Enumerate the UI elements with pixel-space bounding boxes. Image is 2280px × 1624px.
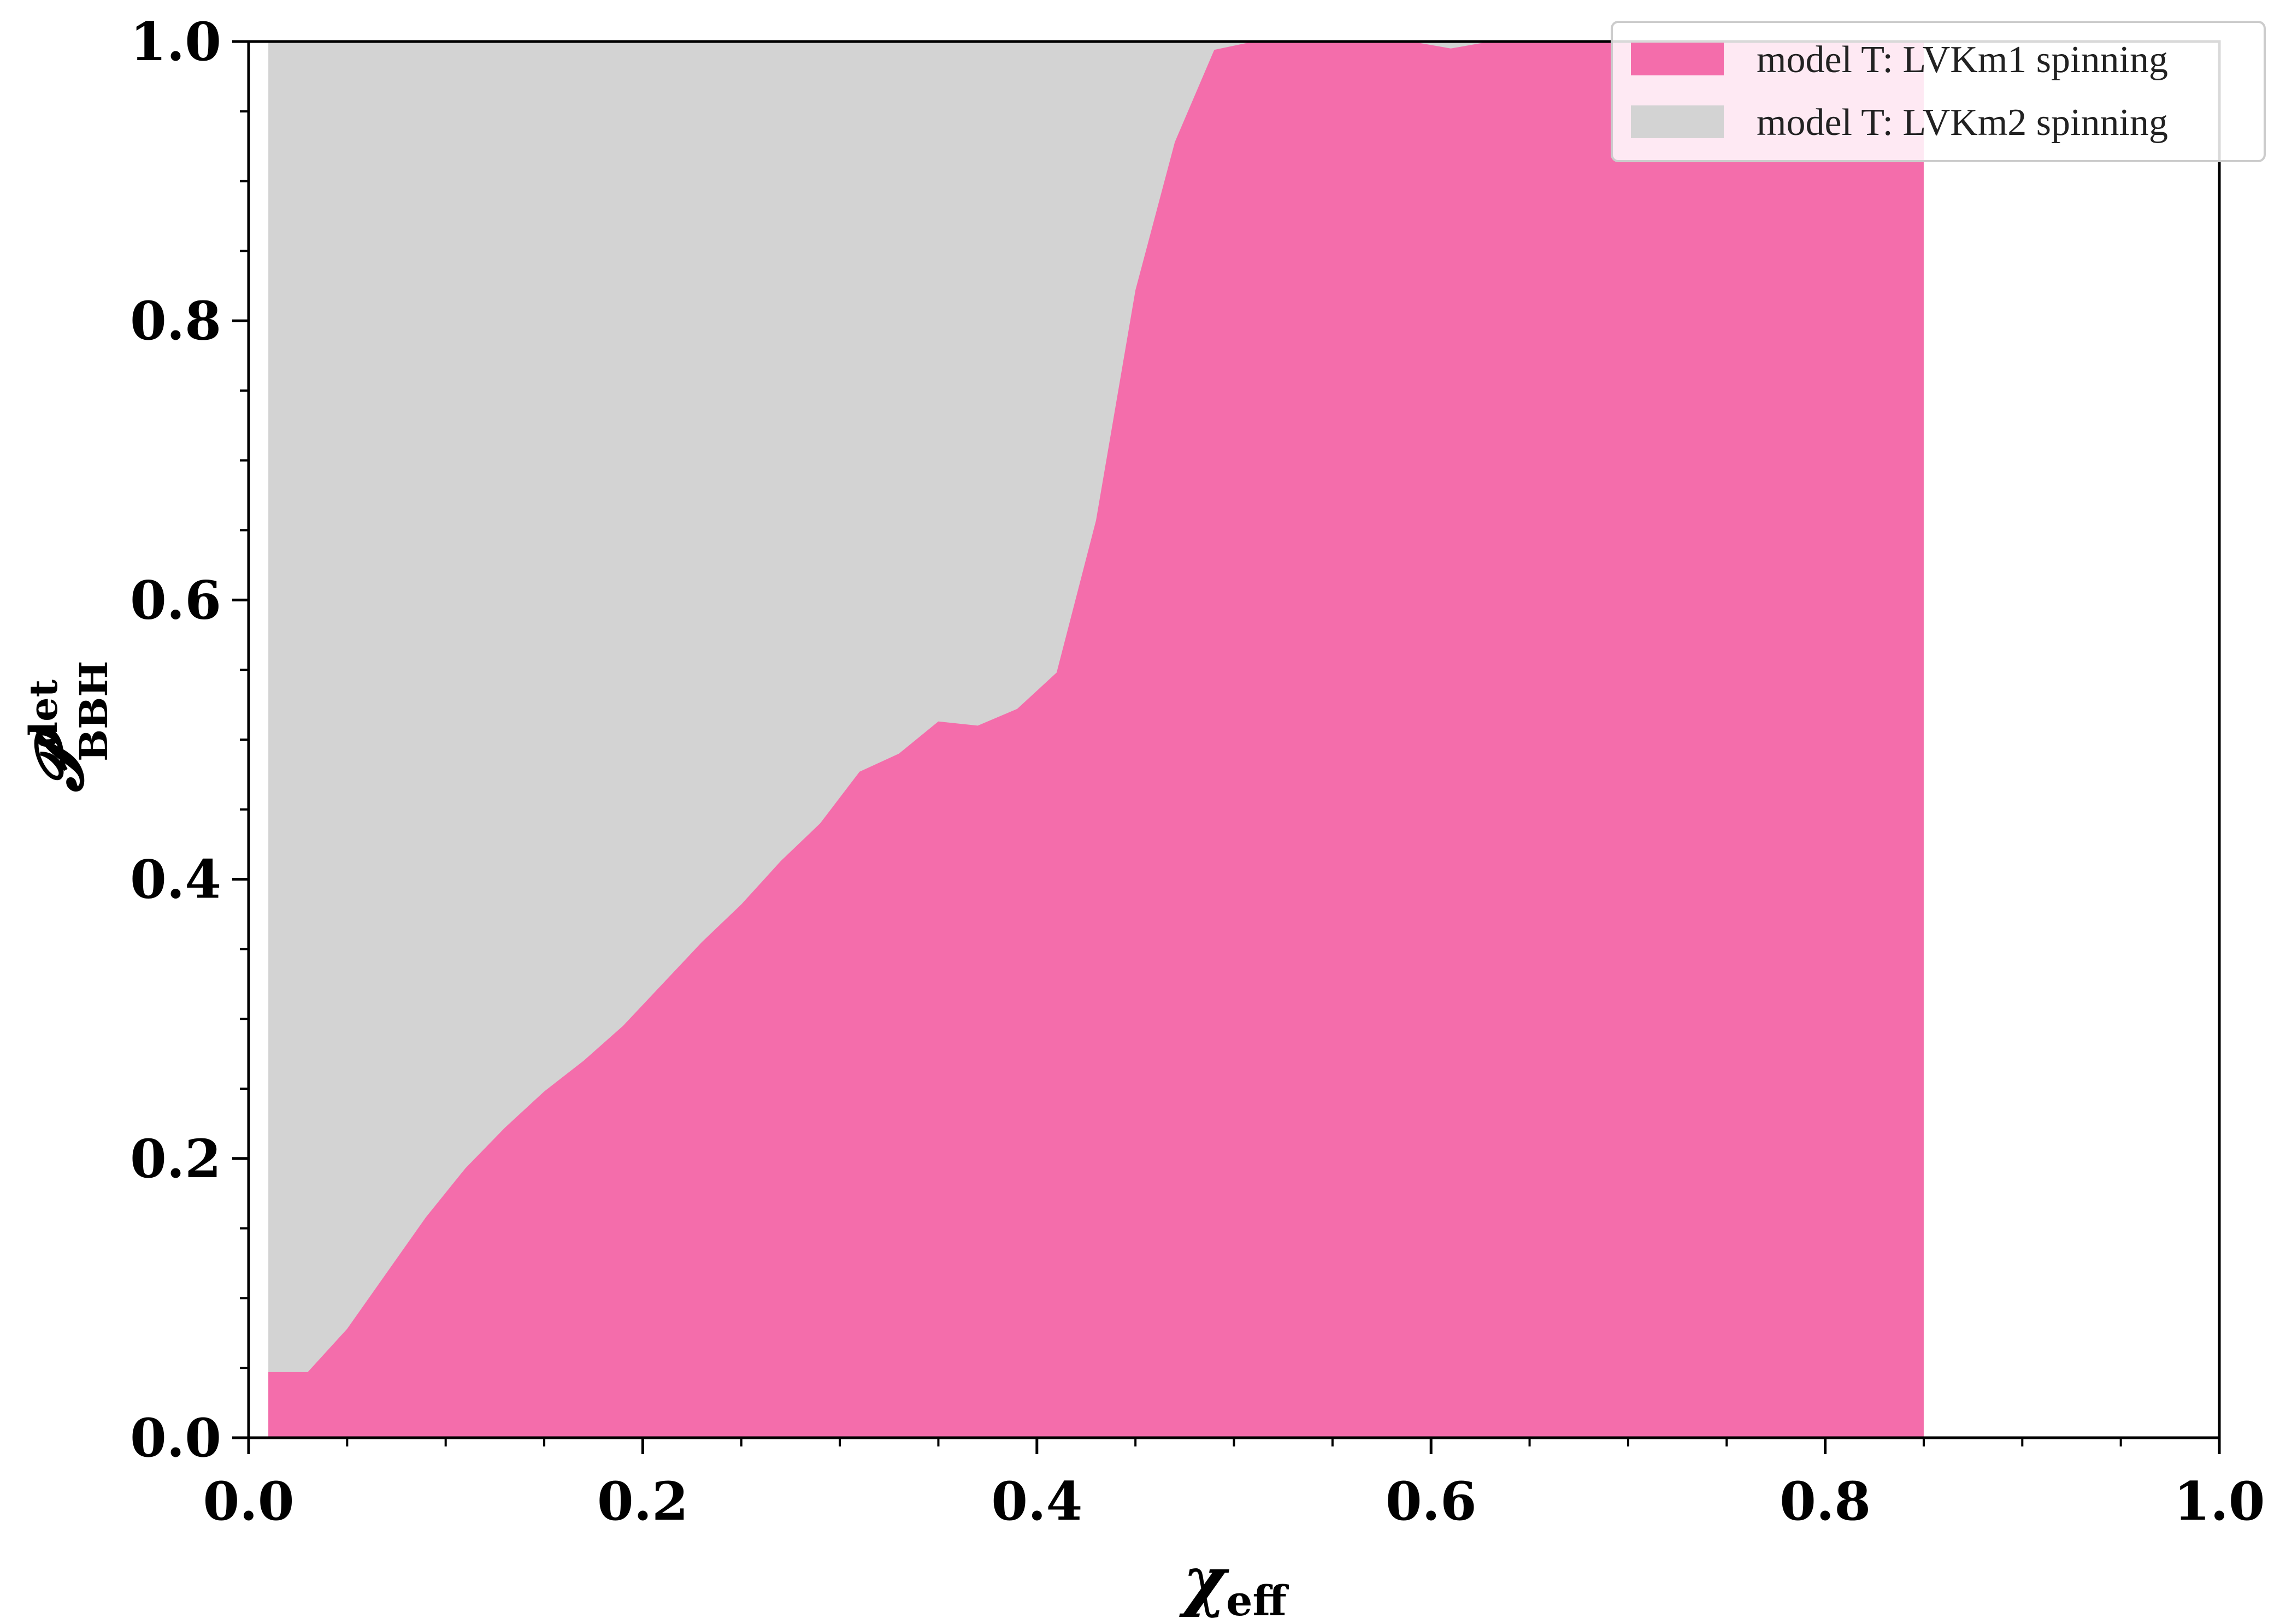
- y-tick-label: 0.2: [130, 1128, 221, 1190]
- legend-label-lvkm2: model T: LVKm2 spinning: [1757, 102, 2168, 144]
- legend-label-lvkm1: model T: LVKm1 spinning: [1757, 39, 2168, 81]
- y-axis-title: 𝓟det BBH: [21, 661, 116, 793]
- plot-area: [268, 42, 1924, 1438]
- y-tick-label: 0.0: [130, 1407, 221, 1469]
- x-axis-title-sub: eff: [1226, 1576, 1289, 1624]
- x-tick-label: 0.4: [991, 1471, 1082, 1532]
- legend-frame: [1611, 21, 2266, 162]
- x-tick-label: 1.0: [2173, 1471, 2265, 1532]
- x-axis-title-main: χ: [1179, 1542, 1229, 1619]
- y-tick-label: 0.4: [130, 849, 221, 911]
- y-tick-label: 1.0: [130, 11, 221, 73]
- x-tick-label: 0.8: [1780, 1471, 1871, 1532]
- y-axis-title-sup: det: [21, 680, 66, 748]
- y-axis-title-sub: BBH: [71, 661, 116, 761]
- y-tick-label: 0.8: [130, 290, 221, 352]
- legend-swatch-lvkm1: [1631, 43, 1724, 75]
- x-axis-ticks: 0.0 0.2 0.4 0.6 0.8 1.0: [203, 1438, 2265, 1532]
- y-axis-ticks: 0.0 0.2 0.4 0.6 0.8 1.0: [130, 11, 249, 1469]
- x-tick-label: 0.0: [203, 1471, 294, 1532]
- x-tick-label: 0.2: [597, 1471, 688, 1532]
- legend: model T: LVKm1 spinning model T: LVKm2 s…: [1611, 21, 2266, 162]
- x-axis-title: χeff: [1179, 1542, 1289, 1624]
- area-series-lvkm1: [268, 42, 1924, 1438]
- legend-swatch-lvkm2: [1631, 105, 1724, 138]
- x-tick-label: 0.6: [1386, 1471, 1477, 1532]
- y-tick-label: 0.6: [130, 569, 221, 631]
